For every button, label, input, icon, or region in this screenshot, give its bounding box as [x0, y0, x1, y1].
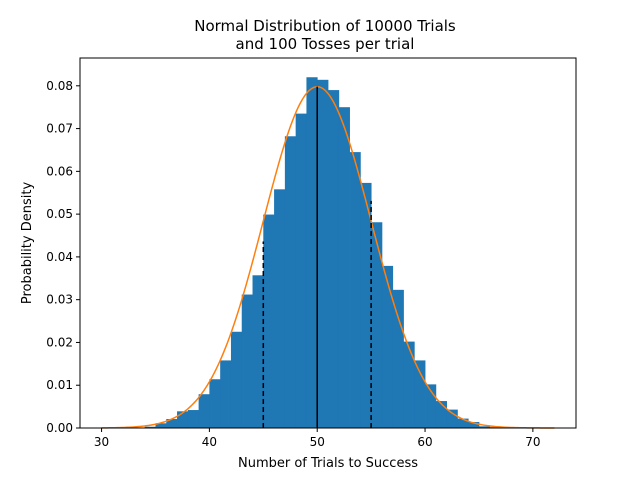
- y-tick-label: 0.06: [46, 164, 73, 178]
- normal-curve: [101, 85, 555, 429]
- x-tick-label: 40: [202, 435, 217, 449]
- x-tick-label: 70: [525, 435, 540, 449]
- histogram-bar: [295, 113, 307, 428]
- chart-title-line1: Normal Distribution of 10000 Trials: [194, 17, 456, 35]
- histogram-bar: [360, 182, 372, 428]
- histogram-bar: [328, 90, 340, 428]
- histogram-bars: [144, 77, 501, 429]
- histogram-bar: [349, 152, 361, 428]
- histogram-bar: [144, 426, 156, 428]
- histogram-bar: [338, 107, 350, 429]
- x-tick-label: 60: [417, 435, 432, 449]
- histogram-bar: [252, 275, 264, 428]
- histogram-bar: [284, 136, 297, 428]
- histogram-bar: [241, 294, 253, 428]
- histogram-bar: [457, 418, 469, 428]
- histogram-bar: [274, 189, 286, 428]
- x-tick-label: 30: [94, 435, 109, 449]
- y-tick-label: 0.02: [46, 335, 73, 349]
- y-tick-label: 0.07: [46, 122, 73, 136]
- histogram-bar: [403, 341, 415, 428]
- y-tick-label: 0.08: [46, 79, 73, 93]
- histogram-bar: [209, 379, 221, 428]
- chart-title-line2: and 100 Tosses per trial: [236, 35, 415, 53]
- y-tick-label: 0.05: [46, 207, 73, 221]
- histogram-bar: [166, 419, 178, 428]
- x-tick-label: 50: [310, 435, 325, 449]
- histogram-bar: [446, 409, 458, 428]
- histogram-bar: [478, 426, 491, 428]
- x-axis-ticks: 30 40 50 60 70: [94, 428, 541, 449]
- histogram-bar: [155, 423, 167, 428]
- histogram-bar: [392, 289, 404, 428]
- histogram-bar: [414, 360, 426, 428]
- histogram-bar: [263, 214, 275, 428]
- histogram-bar: [198, 394, 210, 428]
- histogram-bar: [230, 331, 243, 428]
- histogram-bar: [306, 77, 318, 428]
- y-tick-label: 0.00: [46, 421, 73, 435]
- histogram-bar: [381, 265, 394, 428]
- axes-frame: [79, 57, 577, 429]
- histogram-bar: [371, 222, 383, 428]
- histogram-bar: [177, 411, 189, 428]
- y-axis-label: Probability Density: [20, 182, 35, 305]
- y-tick-label: 0.01: [46, 378, 73, 392]
- histogram-bar: [435, 401, 448, 428]
- reference-lines: [262, 86, 372, 428]
- y-axis-ticks: 0.00 0.01 0.02 0.03 0.04 0.05 0.06 0.07 0.08: [46, 79, 80, 435]
- histogram-bar: [425, 384, 437, 428]
- histogram-bar: [220, 360, 232, 428]
- histogram-bar: [187, 410, 200, 428]
- x-axis-label: Number of Trials to Success: [238, 456, 418, 471]
- histogram-bar: [468, 422, 480, 428]
- histogram-bar: [317, 79, 329, 428]
- y-tick-label: 0.04: [46, 250, 73, 264]
- y-tick-label: 0.03: [46, 293, 73, 307]
